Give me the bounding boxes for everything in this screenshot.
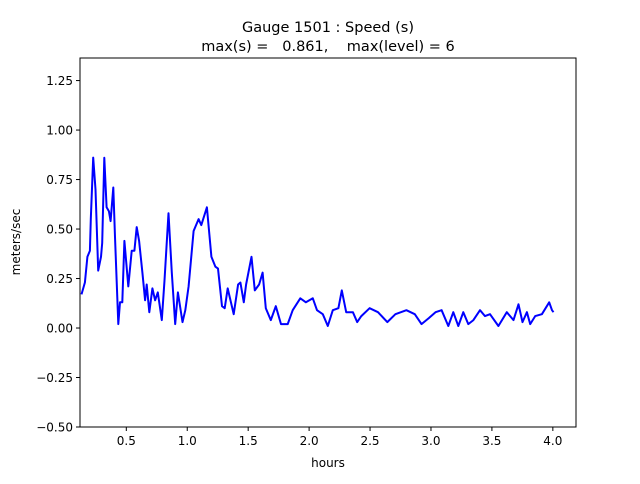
x-tick-label: 2.0 bbox=[300, 434, 319, 448]
y-tick-label: 1.00 bbox=[46, 124, 73, 138]
x-tick-label: 4.0 bbox=[543, 434, 562, 448]
x-tick-label: 1.5 bbox=[239, 434, 258, 448]
y-tick-label: −0.50 bbox=[36, 421, 73, 435]
chart-title-line2: max(s) = 0.861, max(level) = 6 bbox=[201, 39, 455, 55]
y-tick-label: −0.25 bbox=[36, 371, 73, 385]
y-axis-label: meters/sec bbox=[9, 209, 23, 276]
x-tick-label: 2.5 bbox=[360, 434, 379, 448]
x-tick-label: 3.0 bbox=[421, 434, 440, 448]
y-tick-label: 1.25 bbox=[46, 74, 73, 88]
x-tick-label: 3.5 bbox=[482, 434, 501, 448]
y-tick-label: 0.75 bbox=[46, 173, 73, 187]
series-line-speed bbox=[80, 156, 555, 327]
y-tick-label: 0.00 bbox=[46, 322, 73, 336]
x-axis: 0.5 1.0 1.5 2.0 2.5 3.0 3.5 4.0 bbox=[117, 427, 562, 448]
chart-title-line1: Gauge 1501 : Speed (s) bbox=[242, 20, 414, 36]
y-axis: −0.50 −0.25 0.00 0.25 0.50 0.75 1.00 1.25 bbox=[36, 74, 80, 435]
y-tick-label: 0.25 bbox=[46, 272, 73, 286]
axes-frame bbox=[79, 57, 577, 428]
x-tick-label: 1.0 bbox=[178, 434, 197, 448]
x-tick-label: 0.5 bbox=[117, 434, 136, 448]
y-tick-label: 0.50 bbox=[46, 223, 73, 237]
plot-area bbox=[80, 156, 555, 327]
x-axis-label: hours bbox=[311, 456, 345, 470]
